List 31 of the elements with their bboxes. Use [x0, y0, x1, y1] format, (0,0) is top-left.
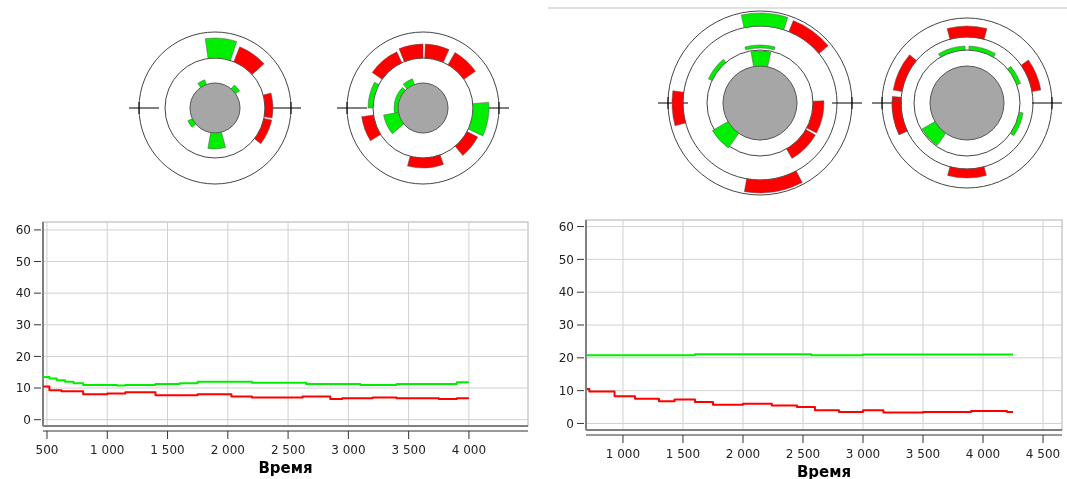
y-tick-label: 60: [558, 219, 574, 234]
x-tick-label: 4 000: [451, 443, 487, 457]
x-axis-title: Время: [258, 459, 313, 477]
x-tick-label: 2 000: [210, 443, 245, 457]
x-tick-label: 4 000: [965, 447, 1001, 461]
y-tick-label: 20: [558, 351, 574, 366]
x-tick-label: 3 500: [391, 443, 426, 457]
x-tick-label: 2 500: [270, 443, 306, 457]
x-tick-label: 1 500: [665, 447, 701, 461]
y-tick-label: 0: [566, 416, 574, 431]
y-tick-label: 30: [15, 317, 31, 332]
y-tick-label: 40: [558, 285, 574, 300]
y-tick-label: 0: [23, 412, 31, 427]
x-tick-label: 3 000: [845, 447, 881, 461]
y-tick-label: 20: [15, 349, 31, 364]
x-tick-label: 1 000: [605, 447, 641, 461]
y-tick-label: 50: [15, 254, 31, 269]
y-tick-label: 40: [15, 286, 31, 301]
x-tick-label: 500: [35, 443, 59, 457]
x-tick-label: 2 000: [725, 447, 761, 461]
x-tick-label: 1 000: [90, 443, 125, 457]
y-tick-label: 50: [558, 252, 574, 267]
x-tick-label: 3 000: [331, 443, 366, 457]
x-tick-label: 2 500: [785, 447, 821, 461]
y-tick-label: 30: [558, 318, 574, 333]
x-tick-label: 3 500: [905, 447, 941, 461]
y-tick-label: 10: [558, 383, 574, 398]
x-tick-label: 1 500: [150, 443, 185, 457]
y-tick-label: 60: [15, 223, 31, 238]
x-tick-label: 4 500: [1025, 447, 1061, 461]
y-tick-label: 10: [15, 381, 31, 396]
